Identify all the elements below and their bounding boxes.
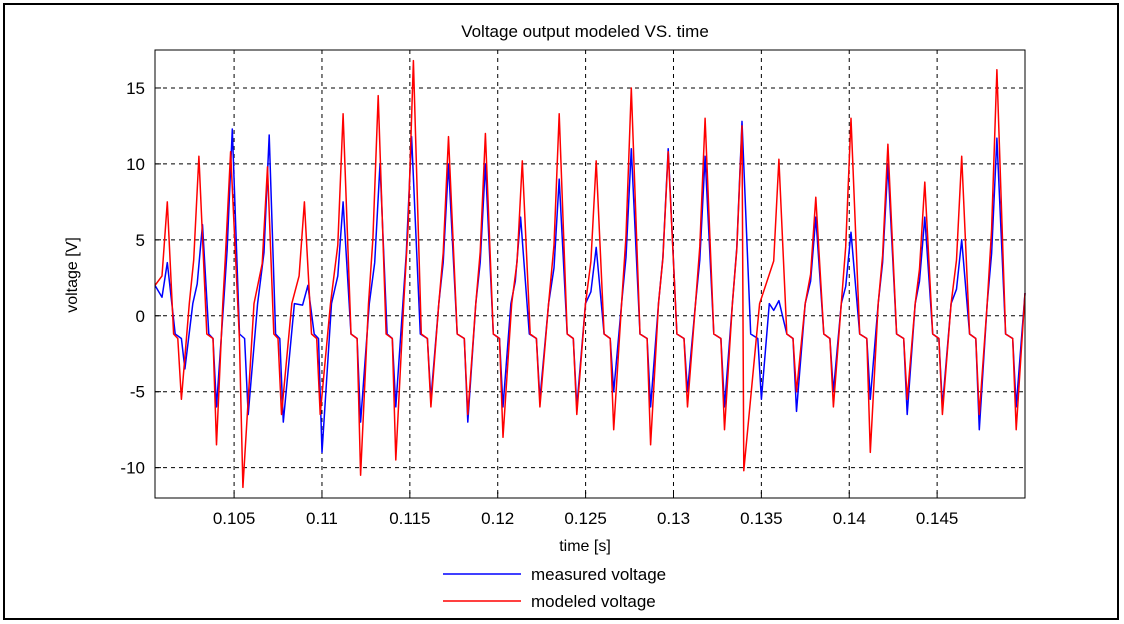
y-tick-label: 5: [136, 231, 145, 250]
x-tick-label: 0.12: [481, 509, 514, 528]
legend: measured voltage modeled voltage: [443, 565, 666, 611]
chart-title: Voltage output modeled VS. time: [461, 22, 709, 41]
x-tick-label: 0.105: [213, 509, 256, 528]
x-tick-label: 0.115: [389, 509, 430, 528]
x-tick-label: 0.145: [916, 509, 959, 528]
chart: Voltage output modeled VS. time 0.105 0.1…: [64, 22, 1026, 611]
x-tick-labels: 0.105 0.11 0.115 0.12 0.125 0.13 0.135 0.14 0.14…: [213, 509, 959, 528]
y-axis-label: voltage [V]: [64, 237, 81, 313]
y-tick-label: -10: [120, 459, 145, 478]
y-tick-labels: -10 -5 0 5 10 15: [120, 79, 145, 478]
plot-area: [154, 49, 1026, 499]
series-lines: [154, 59, 1026, 489]
y-tick-label: 15: [126, 79, 145, 98]
y-tick-label: 0: [136, 307, 145, 326]
x-tick-label: 0.135: [740, 509, 783, 528]
y-tick-label: 10: [126, 155, 145, 174]
x-tick-label: 0.13: [657, 509, 690, 528]
legend-label-modeled: modeled voltage: [531, 592, 656, 611]
y-tick-label: -5: [130, 383, 145, 402]
series-line-modeled: [154, 59, 1026, 489]
grid: [155, 50, 1025, 498]
x-tick-label: 0.14: [833, 509, 866, 528]
x-axis-label: time [s]: [559, 538, 611, 555]
legend-label-measured: measured voltage: [531, 565, 666, 584]
x-tick-label: 0.11: [306, 509, 338, 528]
x-tick-label: 0.125: [564, 509, 607, 528]
figure-frame: Voltage output modeled VS. time 0.105 0.1…: [3, 3, 1119, 620]
